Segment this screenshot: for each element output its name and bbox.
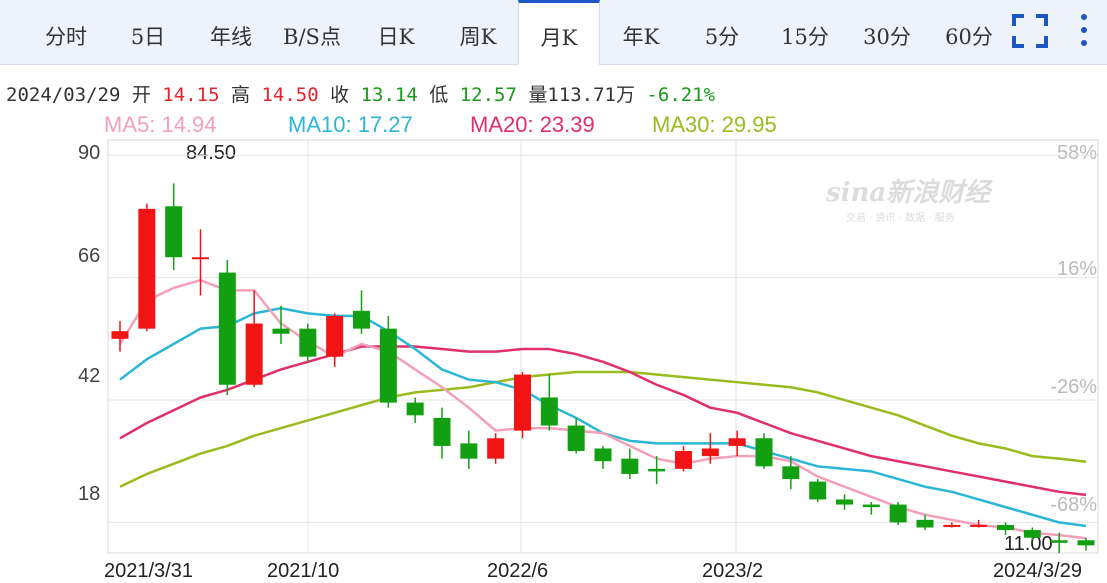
info-volume-value: 113.71万	[547, 84, 635, 106]
fullscreen-icon	[1012, 14, 1048, 48]
y-tick-label: 90	[78, 142, 101, 164]
candle-body	[916, 519, 934, 528]
candle-body	[379, 328, 397, 403]
candle-body	[809, 481, 827, 500]
info-volume-label: 量	[528, 84, 548, 106]
tab-60min[interactable]: 60分	[945, 25, 993, 49]
more-button[interactable]	[1066, 0, 1102, 64]
tab-5min[interactable]: 5分	[704, 25, 740, 49]
tab-weekly-k[interactable]: 周K	[459, 25, 497, 49]
tab-daily-k[interactable]: 日K	[377, 25, 415, 49]
tab-bs-points[interactable]: B/S点	[283, 25, 341, 49]
sina-finance-watermark: sina新浪财经 交易 · 资讯 · 数据 · 服务	[826, 172, 990, 224]
candle-body	[245, 323, 263, 385]
ma10-line	[119, 307, 1087, 528]
pct-tick-label: -68%	[1050, 494, 1097, 516]
candle-body	[406, 402, 424, 416]
x-axis-label: 2022/6	[487, 560, 549, 582]
candle-body	[326, 315, 344, 357]
candle-body	[218, 272, 236, 385]
period-tab-bar: 分时 5日 年线 B/S点 日K 周K 月K 年K 5分 15分 30分 60分	[0, 0, 1107, 65]
candle-body	[1050, 540, 1068, 543]
candle-body	[755, 438, 773, 467]
candle-body	[943, 524, 961, 527]
candle-body	[701, 448, 719, 457]
candle-body	[675, 451, 692, 469]
info-close-value: 13.14	[360, 84, 418, 106]
tab-yearly-k[interactable]: 年K	[622, 25, 660, 49]
x-axis-label: 2021/3/31	[104, 560, 193, 582]
candle-body	[353, 310, 370, 329]
max-price-annotation: 84.50	[186, 142, 237, 164]
candle-body	[165, 206, 183, 258]
candle-body	[621, 458, 639, 474]
tab-year-line[interactable]: 年线	[210, 25, 252, 49]
candle-body	[433, 417, 451, 446]
candle-body	[1077, 540, 1095, 546]
candle-body	[889, 504, 907, 523]
info-high-label: 高	[230, 84, 250, 106]
candle-body	[460, 443, 478, 459]
y-tick-label: 66	[78, 245, 101, 267]
y-tick-label: 18	[78, 483, 101, 505]
candle-body	[1023, 530, 1041, 538]
candle-body	[648, 468, 666, 472]
candle-body	[594, 448, 612, 462]
candle-body	[192, 257, 209, 260]
x-axis-label: 2021/10	[267, 560, 340, 582]
info-close-label: 收	[330, 84, 350, 106]
candle-body	[567, 425, 585, 452]
ohlc-info-line: 2024/03/29 开 14.15 高 14.50 收 13.14 低 12.…	[6, 80, 715, 107]
candle-body	[728, 438, 746, 446]
candle-body	[487, 438, 505, 459]
info-open-label: 开	[131, 84, 151, 106]
ma5-line	[118, 278, 1087, 540]
candle-body	[138, 208, 156, 329]
fullscreen-button[interactable]	[1008, 0, 1052, 64]
more-vertical-icon	[1081, 14, 1087, 46]
ma10-legend: MA10: 17.27	[288, 112, 413, 137]
ma30-line	[119, 370, 1087, 488]
tab-15min[interactable]: 15分	[781, 25, 829, 49]
x-axis-label: 2023/2	[702, 560, 764, 582]
ma30-legend: MA30: 29.95	[652, 112, 777, 137]
candle-body	[540, 397, 558, 426]
y-tick-label: 42	[78, 365, 101, 387]
info-date: 2024/03/29	[6, 84, 121, 106]
x-axis-label: 2024/3/29	[993, 560, 1082, 582]
info-low-value: 12.57	[459, 84, 517, 106]
tab-30min[interactable]: 30分	[863, 25, 911, 49]
tab-5day[interactable]: 5日	[130, 25, 166, 49]
watermark-logo: sina新浪财经	[826, 178, 991, 208]
candle-body	[514, 374, 531, 431]
pct-tick-label: -26%	[1050, 376, 1097, 398]
ma5-legend: MA5: 14.94	[104, 112, 217, 137]
candle-body	[782, 466, 800, 480]
candle-body	[862, 504, 880, 508]
ma20-legend: MA20: 23.39	[470, 112, 595, 137]
candle-body	[836, 499, 853, 505]
candle-body	[272, 328, 290, 334]
candle-body	[997, 524, 1014, 531]
info-change-percent: -6.21%	[646, 84, 716, 106]
ma20-line	[119, 345, 1087, 497]
pct-tick-label: 16%	[1056, 258, 1097, 280]
candle-body	[970, 524, 988, 527]
info-low-label: 低	[429, 84, 449, 106]
tab-monthly-k[interactable]: 月K	[518, 0, 600, 65]
pct-tick-label: 58%	[1056, 142, 1097, 164]
info-high-value: 14.50	[261, 84, 319, 106]
plot-frame	[107, 139, 1099, 554]
min-price-annotation: 11.00	[1004, 533, 1053, 555]
info-open-value: 14.15	[162, 84, 220, 106]
watermark-subtitle: 交易 · 资讯 · 数据 · 服务	[846, 213, 955, 224]
candle-body	[299, 328, 317, 357]
tab-intraday[interactable]: 分时	[45, 25, 87, 49]
candle-body	[111, 331, 129, 339]
